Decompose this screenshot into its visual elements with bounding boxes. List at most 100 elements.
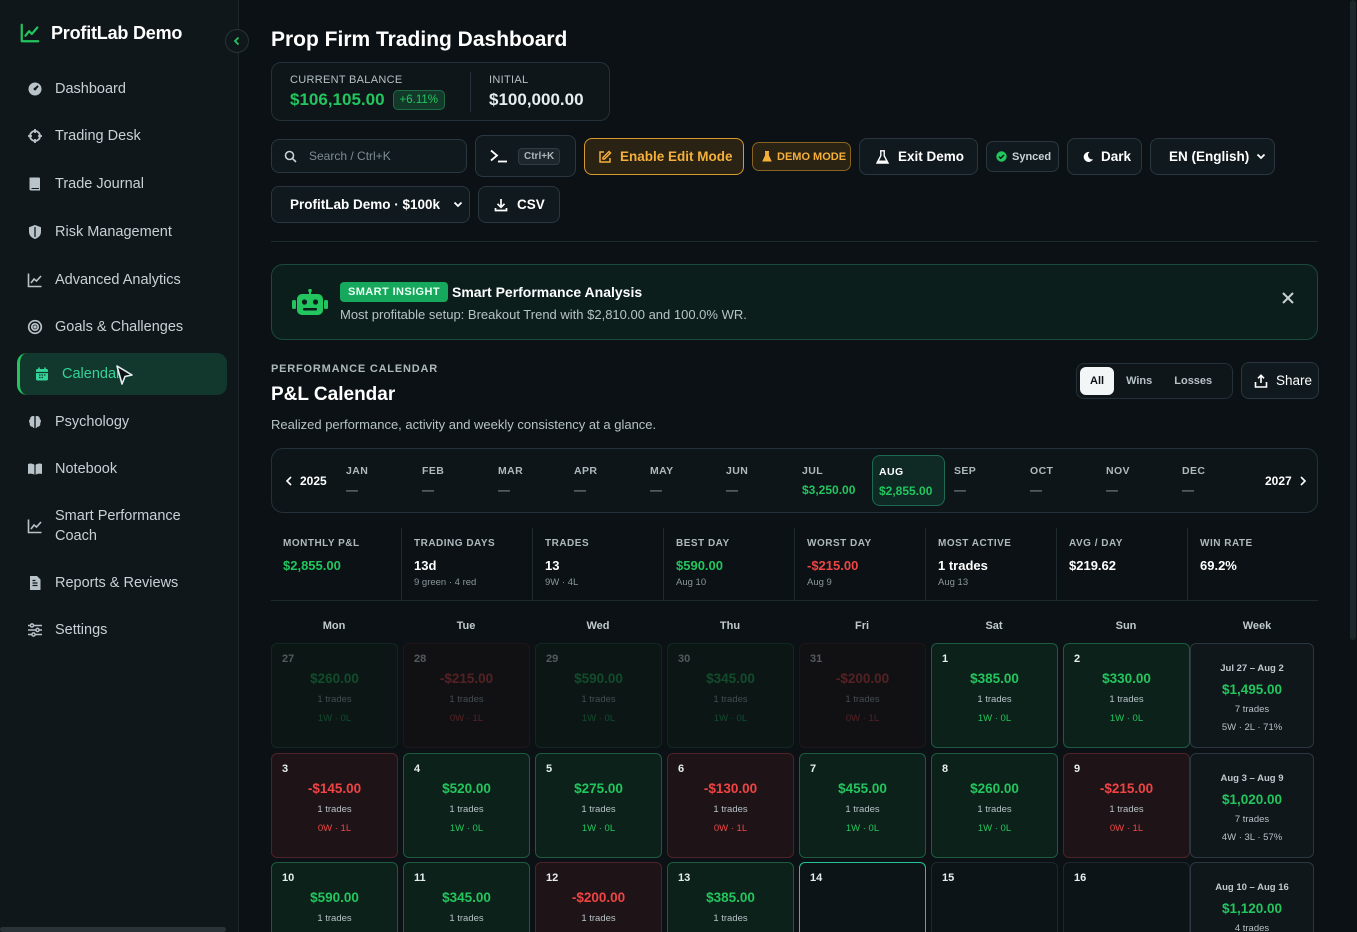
language-select[interactable]: EN (English) bbox=[1150, 138, 1275, 175]
insight-text: Most profitable setup: Breakout Trend wi… bbox=[340, 307, 747, 322]
chevron-left-icon bbox=[285, 476, 292, 486]
filter-wins-button[interactable]: Wins bbox=[1126, 375, 1153, 387]
day-pnl: $275.00 bbox=[574, 781, 623, 796]
sidebar-item-reports-reviews[interactable]: Reports & Reviews bbox=[17, 562, 227, 604]
calendar-day[interactable]: 1 $385.00 1 trades 1W · 0L bbox=[931, 643, 1058, 748]
weekday-mon: Mon bbox=[322, 620, 346, 632]
month-apr[interactable]: APR — bbox=[568, 455, 641, 506]
sidebar-item-label: Calendar bbox=[62, 366, 121, 382]
calendar-day[interactable]: 27 $260.00 1 trades 1W · 0L bbox=[271, 643, 398, 748]
command-palette-button[interactable]: Ctrl+K bbox=[475, 135, 576, 177]
sidebar-item-trade-journal[interactable]: Trade Journal bbox=[17, 163, 227, 205]
sidebar-item-settings[interactable]: Settings bbox=[17, 609, 227, 651]
month-dec[interactable]: DEC — bbox=[1176, 455, 1249, 506]
calendar-day[interactable]: 2 $330.00 1 trades 1W · 0L bbox=[1063, 643, 1190, 748]
sidebar-item-label: Trading Desk bbox=[55, 128, 141, 144]
search-input[interactable]: Search / Ctrl+K bbox=[271, 139, 467, 173]
stat-avg-day: AVG / DAY $219.62 bbox=[1057, 528, 1188, 601]
day-number: 1 bbox=[942, 653, 949, 665]
export-csv-button[interactable]: CSV bbox=[478, 186, 560, 223]
calendar-day[interactable]: 4 $520.00 1 trades 1W · 0L bbox=[403, 753, 530, 858]
account-select[interactable]: ProfitLab Demo · $100k bbox=[271, 186, 470, 223]
day-pnl: -$130.00 bbox=[703, 781, 758, 796]
day-number: 8 bbox=[942, 763, 949, 775]
previous-year-button[interactable]: 2025 bbox=[285, 474, 327, 488]
calendar-day[interactable]: 15 bbox=[931, 862, 1058, 932]
sidebar-item-smart-performance-coach[interactable]: Smart Performance Coach bbox=[17, 495, 227, 557]
exit-demo-button[interactable]: Exit Demo bbox=[859, 138, 978, 175]
weekday-wed: Wed bbox=[586, 620, 610, 632]
day-pnl: $260.00 bbox=[970, 781, 1019, 796]
close-icon[interactable] bbox=[1281, 291, 1295, 305]
open-book-icon bbox=[28, 463, 42, 475]
sidebar-item-advanced-analytics[interactable]: Advanced Analytics bbox=[17, 259, 227, 301]
sidebar-scrollbar[interactable] bbox=[0, 927, 226, 932]
sidebar-item-goals-challenges[interactable]: Goals & Challenges bbox=[17, 306, 227, 348]
collapse-sidebar-button[interactable] bbox=[225, 29, 249, 53]
month-aug[interactable]: AUG $2,855.00 bbox=[872, 455, 945, 506]
month-nov[interactable]: NOV — bbox=[1100, 455, 1173, 506]
calendar-day[interactable]: 3 -$145.00 1 trades 0W · 1L bbox=[271, 753, 398, 858]
book-icon bbox=[29, 177, 40, 191]
month-jul[interactable]: JUL $3,250.00 bbox=[796, 455, 869, 506]
main-content: Prop Firm Trading Dashboard CURRENT BALA… bbox=[239, 0, 1357, 932]
week-pnl: $1,120.00 bbox=[1221, 901, 1283, 916]
sidebar-item-dashboard[interactable]: Dashboard bbox=[17, 68, 227, 110]
day-number: 9 bbox=[1074, 763, 1081, 775]
sidebar-item-notebook[interactable]: Notebook bbox=[17, 448, 227, 490]
calendar-day[interactable]: 7 $455.00 1 trades 1W · 0L bbox=[799, 753, 926, 858]
sidebar-item-psychology[interactable]: Psychology bbox=[17, 401, 227, 443]
chevron-right-icon bbox=[1300, 476, 1306, 486]
sidebar-item-label: Dashboard bbox=[55, 81, 126, 97]
brand[interactable]: ProfitLab Demo bbox=[19, 22, 182, 44]
calendar-day[interactable]: 16 bbox=[1063, 862, 1190, 932]
day-trades: 1 trades bbox=[977, 804, 1012, 815]
stat-trading-days: TRADING DAYS 13d 9 green · 4 red bbox=[402, 528, 533, 601]
month-sep[interactable]: SEP — bbox=[948, 455, 1021, 506]
calendar-day[interactable]: 9 -$215.00 1 trades 0W · 1L bbox=[1063, 753, 1190, 858]
week-range: Aug 3 – Aug 9 bbox=[1220, 773, 1284, 784]
day-trades: 1 trades bbox=[713, 804, 748, 815]
day-trades: 1 trades bbox=[317, 804, 352, 815]
calendar-day[interactable]: 31 -$200.00 1 trades 0W · 1L bbox=[799, 643, 926, 748]
month-jun[interactable]: JUN — bbox=[720, 455, 793, 506]
stat-trades: TRADES 13 9W · 4L bbox=[533, 528, 664, 601]
calendar-day[interactable]: 29 $590.00 1 trades 1W · 0L bbox=[535, 643, 662, 748]
current-balance: CURRENT BALANCE $106,105.00 +6.11% bbox=[272, 72, 471, 112]
shortcut-hint: Ctrl+K bbox=[518, 147, 561, 165]
month-may[interactable]: MAY — bbox=[644, 455, 717, 506]
next-year-button[interactable]: 2027 bbox=[1265, 474, 1307, 488]
stat-value: 13d bbox=[414, 558, 437, 573]
month-name: JUN bbox=[726, 465, 749, 477]
theme-toggle-button[interactable]: Dark bbox=[1067, 138, 1142, 175]
month-jan[interactable]: JAN — bbox=[340, 455, 413, 506]
month-mar[interactable]: MAR — bbox=[492, 455, 565, 506]
calendar-day[interactable]: 6 -$130.00 1 trades 0W · 1L bbox=[667, 753, 794, 858]
filter-all-button[interactable]: All bbox=[1080, 367, 1115, 395]
share-button[interactable]: Share bbox=[1241, 362, 1319, 399]
filter-losses-button[interactable]: Losses bbox=[1174, 375, 1213, 387]
shield-icon bbox=[29, 225, 41, 239]
language-value: EN (English) bbox=[1169, 149, 1250, 164]
sidebar-item-trading-desk[interactable]: Trading Desk bbox=[17, 115, 227, 157]
calendar-day[interactable]: 8 $260.00 1 trades 1W · 0L bbox=[931, 753, 1058, 858]
sidebar-item-risk-management[interactable]: Risk Management bbox=[17, 211, 227, 253]
month-pnl: — bbox=[726, 483, 738, 497]
main-scrollbar[interactable] bbox=[1350, 0, 1356, 640]
calendar-day[interactable]: 14 bbox=[799, 862, 926, 932]
month-oct[interactable]: OCT — bbox=[1024, 455, 1097, 506]
calendar-day[interactable]: 28 -$215.00 1 trades 0W · 1L bbox=[403, 643, 530, 748]
sidebar-item-label: Reports & Reviews bbox=[55, 575, 179, 591]
calendar-day[interactable]: 5 $275.00 1 trades 1W · 0L bbox=[535, 753, 662, 858]
sidebar-item-calendar[interactable]: Calendar bbox=[17, 353, 227, 395]
day-pnl: $520.00 bbox=[442, 781, 491, 796]
enable-edit-mode-button[interactable]: Enable Edit Mode bbox=[584, 138, 744, 175]
chevron-left-icon bbox=[233, 36, 240, 46]
calendar-day[interactable]: 30 $345.00 1 trades 1W · 0L bbox=[667, 643, 794, 748]
month-feb[interactable]: FEB — bbox=[416, 455, 489, 506]
stat-label: MONTHLY P&L bbox=[283, 538, 360, 549]
